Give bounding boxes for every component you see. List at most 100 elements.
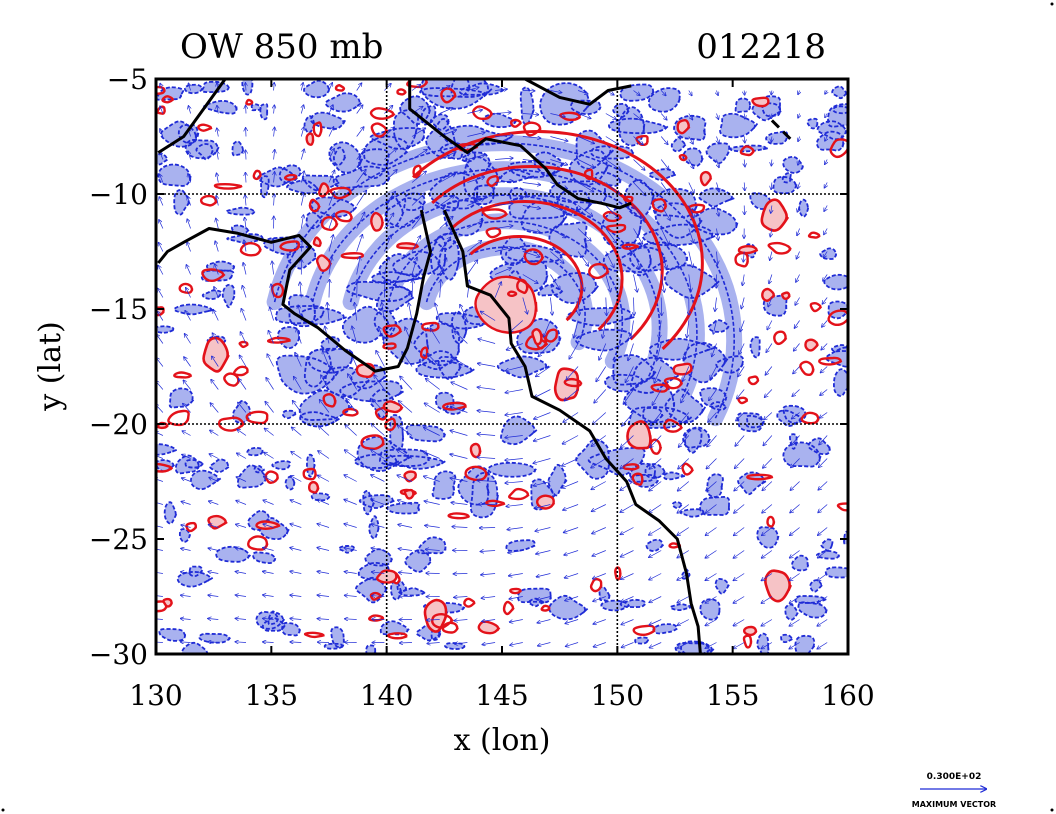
positive-owf-contour bbox=[207, 514, 228, 530]
wind-vector bbox=[705, 596, 717, 604]
negative-owf-contour bbox=[806, 117, 819, 130]
negative-owf-fill bbox=[282, 622, 301, 636]
positive-owf-contour bbox=[829, 138, 848, 159]
wind-vector bbox=[762, 527, 773, 536]
wind-vector bbox=[439, 108, 453, 114]
wind-vector bbox=[522, 182, 541, 185]
positive-owf-contour bbox=[535, 494, 556, 510]
wind-vector bbox=[318, 451, 330, 459]
wind-vector bbox=[477, 387, 496, 390]
wind-vector bbox=[603, 320, 607, 339]
negative-owf-fill bbox=[285, 476, 295, 490]
wind-vector bbox=[823, 251, 828, 258]
negative-owf-contour bbox=[618, 106, 646, 147]
wind-vector bbox=[209, 454, 219, 459]
wind-vector bbox=[538, 642, 551, 646]
positive-owf-contour bbox=[742, 634, 753, 649]
wind-vector bbox=[411, 257, 417, 275]
wind-vector bbox=[796, 274, 800, 283]
wind-vector bbox=[411, 193, 425, 206]
wind-vector bbox=[217, 151, 219, 160]
negative-owf-contour bbox=[184, 459, 204, 469]
wind-vector bbox=[345, 595, 357, 596]
wind-vector bbox=[649, 550, 662, 558]
wind-vector bbox=[156, 455, 164, 459]
negative-owf-fill bbox=[380, 621, 409, 635]
positive-owf-contour bbox=[264, 470, 280, 484]
coastline bbox=[442, 209, 702, 654]
wind-vector bbox=[660, 205, 670, 221]
negative-owf-contour bbox=[575, 438, 611, 480]
wind-vector bbox=[181, 525, 191, 528]
positive-owf-contour bbox=[245, 410, 269, 425]
wind-vector bbox=[245, 195, 246, 206]
wind-vector bbox=[649, 619, 662, 626]
positive-owf-contour bbox=[368, 614, 385, 622]
wind-vector bbox=[328, 83, 332, 91]
positive-owf-band bbox=[411, 130, 704, 350]
wind-vector bbox=[680, 412, 690, 424]
x-tick-label: 155 bbox=[706, 679, 759, 712]
wind-vector bbox=[508, 550, 523, 553]
positive-owf-max bbox=[760, 198, 790, 232]
positive-owf-contour bbox=[167, 409, 190, 427]
wind-vector bbox=[263, 548, 274, 551]
wind-vector bbox=[705, 527, 717, 536]
positive-owf-contour bbox=[622, 463, 640, 471]
negative-owf-fill bbox=[342, 306, 391, 343]
negative-owf-contour bbox=[469, 471, 499, 519]
wind-vector bbox=[652, 389, 662, 406]
wind-vector bbox=[266, 378, 274, 390]
negative-owf-contour bbox=[423, 601, 466, 614]
wind-vector bbox=[798, 113, 800, 118]
wind-vector bbox=[798, 159, 800, 166]
negative-owf-contour bbox=[386, 501, 421, 515]
wind-vector bbox=[290, 548, 302, 551]
wind-vector bbox=[211, 380, 219, 390]
wind-vector bbox=[384, 257, 388, 275]
wind-vector bbox=[426, 549, 440, 550]
negative-owf-contour bbox=[430, 235, 447, 276]
positive-owf-contour bbox=[217, 416, 246, 432]
wind-vector bbox=[818, 504, 828, 513]
wind-vector bbox=[481, 574, 496, 575]
negative-owf-contour bbox=[782, 155, 804, 174]
wind-vector bbox=[495, 248, 512, 252]
wind-vector bbox=[533, 458, 551, 464]
positive-owf-contour bbox=[329, 186, 353, 200]
wind-vector bbox=[480, 551, 496, 552]
wind-vector bbox=[467, 241, 481, 252]
positive-owf-contour bbox=[621, 243, 640, 250]
negative-owf-contour bbox=[594, 171, 622, 187]
wind-vector bbox=[522, 251, 540, 257]
negative-owf-fill bbox=[735, 98, 751, 113]
wind-vector bbox=[820, 389, 828, 396]
wind-vector bbox=[577, 90, 588, 94]
y-tick-label: −25 bbox=[89, 523, 148, 556]
wind-vector bbox=[494, 268, 511, 275]
wind-vector bbox=[764, 412, 773, 420]
wind-vector bbox=[706, 481, 717, 491]
wind-vector bbox=[424, 501, 440, 505]
wind-vector bbox=[187, 219, 191, 229]
wind-vector bbox=[792, 389, 800, 397]
wind-vector bbox=[237, 429, 247, 436]
wind-vector bbox=[505, 436, 523, 438]
negative-owf-contour bbox=[663, 471, 686, 481]
negative-owf-contour bbox=[330, 626, 345, 649]
wind-vector bbox=[212, 356, 219, 367]
negative-owf-fill bbox=[483, 113, 517, 128]
wind-vector bbox=[159, 243, 164, 252]
wind-vector bbox=[564, 550, 579, 556]
wind-vector bbox=[243, 263, 247, 275]
wind-vector bbox=[301, 127, 304, 137]
wind-vector bbox=[569, 343, 579, 359]
negative-owf-fill bbox=[700, 599, 720, 620]
positive-owf-contour bbox=[804, 338, 819, 352]
wind-vector bbox=[678, 458, 690, 469]
wind-vector bbox=[592, 527, 606, 534]
negative-owf-contour bbox=[809, 579, 823, 593]
wind-vector bbox=[182, 455, 191, 459]
wind-vector bbox=[634, 297, 635, 316]
wind-vector bbox=[348, 374, 358, 390]
